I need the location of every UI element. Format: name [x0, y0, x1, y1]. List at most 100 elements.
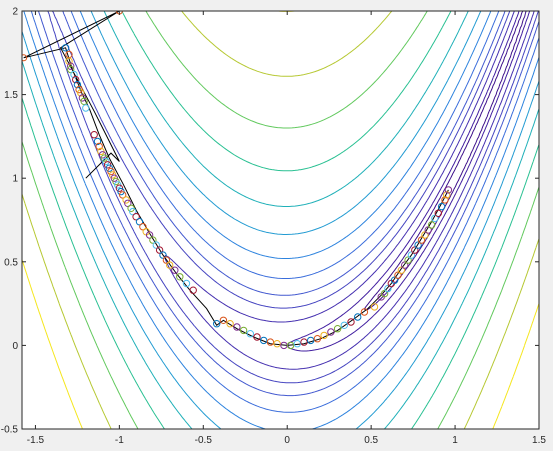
iterate-marker	[327, 328, 335, 336]
iterate-marker	[390, 276, 399, 284]
iterate-marker	[414, 241, 422, 249]
iterate-marker	[320, 331, 328, 340]
iterate-marker	[166, 261, 174, 269]
iterate-marker	[70, 70, 78, 79]
iterate-marker	[213, 320, 221, 328]
iterate-marker	[260, 336, 268, 345]
iterate-marker	[266, 338, 275, 346]
iterate-marker	[80, 97, 88, 106]
iterate-marker	[103, 161, 112, 169]
optimization-path-line	[23, 11, 449, 346]
iterate-marker	[219, 316, 228, 324]
iterate-marker	[347, 318, 355, 326]
iterate-marker	[95, 142, 103, 151]
iterate-marker	[404, 256, 412, 264]
x-tick-label: -1	[115, 435, 124, 446]
iterate-marker	[67, 62, 75, 70]
iterate-marker	[380, 289, 389, 298]
iterate-marker	[360, 308, 369, 316]
iterate-marker	[233, 323, 241, 331]
iterate-marker	[72, 75, 80, 84]
iterate-marker	[129, 207, 137, 216]
iterate-marker	[246, 330, 255, 338]
iterate-marker	[189, 286, 197, 294]
x-axis-ticks: -1.5 -1 -0.5 0 0.5 1 1.5	[27, 11, 546, 446]
iterate-marker	[93, 137, 102, 146]
contour-line-7	[22, 11, 539, 429]
optimization-path-layer	[23, 11, 449, 346]
contour-line-5	[30, 11, 539, 413]
iterate-marker	[384, 284, 392, 293]
iterate-marker	[401, 261, 409, 269]
iterate-marker	[431, 214, 439, 223]
iterate-marker	[293, 340, 301, 348]
iterate-marker	[417, 236, 426, 244]
iterate-marker	[82, 104, 90, 112]
y-axis-ticks: -0.5 0 0.5 1 1.5 2	[1, 7, 539, 436]
iterate-marker	[176, 273, 184, 281]
contour-line-4	[38, 11, 539, 397]
x-tick-label: 1	[452, 435, 458, 446]
iterate-marker	[97, 147, 105, 156]
y-tick-label: -0.5	[1, 425, 19, 436]
iterate-marker	[145, 231, 154, 239]
iterate-marker	[159, 251, 167, 259]
iterate-marker	[78, 94, 87, 102]
iterate-marker	[135, 218, 144, 226]
y-tick-label: 0	[12, 341, 18, 352]
iterate-marker	[112, 177, 120, 186]
iterate-marker	[73, 80, 82, 89]
plot-box	[21, 10, 540, 430]
contour-line-12	[22, 11, 539, 429]
x-tick-label: -0.5	[195, 435, 213, 446]
start-marker	[22, 54, 28, 62]
iterate-marker	[124, 199, 132, 208]
iterate-marker	[226, 320, 234, 328]
iterate-marker	[333, 325, 342, 333]
contour-line-2	[164, 11, 535, 370]
contour-line-10	[22, 11, 539, 429]
iterate-marker	[427, 221, 436, 229]
contour-line-1	[286, 11, 531, 352]
iterate-marker	[107, 167, 115, 176]
iterate-marker	[115, 184, 124, 192]
y-tick-label: 0.5	[4, 257, 18, 268]
iterate-marker	[300, 338, 308, 346]
iterate-marker	[122, 196, 130, 204]
iterate-marker	[119, 191, 127, 199]
contour-line-6	[23, 11, 539, 429]
iterate-marker	[307, 336, 315, 345]
iterate-marker	[239, 326, 248, 335]
iterate-marker	[132, 213, 140, 221]
plot-area	[22, 11, 539, 429]
contour-line-9	[22, 11, 539, 429]
iterate-marker	[67, 65, 75, 74]
y-tick-label: 1.5	[4, 90, 18, 101]
iterate-marker	[407, 251, 416, 259]
iterate-marker	[370, 303, 379, 311]
iterate-marker	[434, 209, 442, 218]
iterate-marker	[437, 202, 446, 211]
iterate-marker	[443, 191, 451, 199]
iterate-marker	[65, 57, 73, 65]
iterate-marker	[253, 333, 261, 341]
iterate-marker	[411, 246, 419, 254]
y-tick-label: 2	[12, 7, 18, 18]
contour-line-0	[363, 11, 527, 311]
iterate-marker	[313, 335, 322, 343]
iterate-marker	[444, 186, 453, 194]
contour-layer	[22, 11, 539, 429]
iterate-marker	[273, 340, 281, 348]
iterate-marker	[77, 89, 85, 97]
contour-line-8	[22, 11, 539, 429]
x-tick-label: 0.5	[364, 435, 378, 446]
iterate-marker	[421, 231, 429, 239]
iterate-marker	[171, 266, 179, 274]
iterate-marker	[182, 279, 191, 288]
x-tick-label: -1.5	[27, 435, 45, 446]
x-tick-label: 1.5	[532, 435, 546, 446]
contour-line-3	[47, 11, 539, 384]
x-tick-label: 0	[284, 435, 290, 446]
iterate-marker	[149, 236, 157, 244]
